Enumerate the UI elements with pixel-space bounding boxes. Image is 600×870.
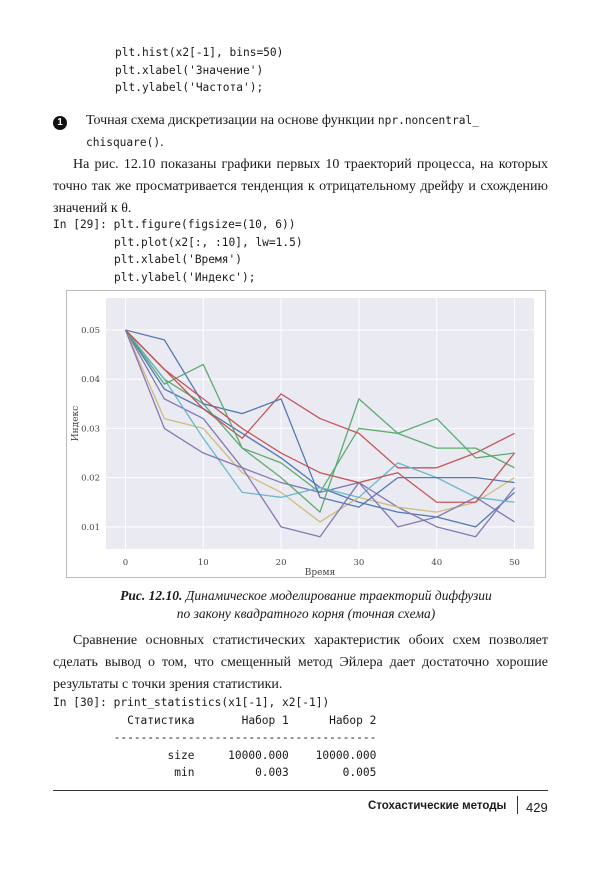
code-line: plt.plot(x2[:, :10], lw=1.5) xyxy=(114,235,303,249)
stats-table: Статистика Набор 1 Набор 2 -------------… xyxy=(53,712,377,782)
note-code: npr.noncentral_ xyxy=(377,114,479,127)
series-line-9 xyxy=(124,329,516,503)
page-number: 429 xyxy=(526,800,548,815)
figure-chart: 0 10 20 30 40 50 0.01 0.02 0.03 0.04 0.05 Время Инде… xyxy=(66,290,546,578)
note-text: . xyxy=(160,135,164,150)
code-line: print_statistics(x1[-1], x2[-1]) xyxy=(113,696,330,709)
x-tick-label: 10 xyxy=(198,558,209,568)
code-line: plt.ylabel('Индекс'); xyxy=(114,270,256,284)
note-code: chisquare() xyxy=(86,136,161,149)
note-text: Точная схема дискретизации на основе фун… xyxy=(86,113,378,128)
code-line: plt.ylabel('Частота'); xyxy=(115,81,264,94)
stats-row: min 0.003 0.005 xyxy=(53,766,377,779)
y-tick-label: 0.03 xyxy=(81,424,100,434)
code-line: plt.figure(figsize=(10, 6)) xyxy=(113,218,296,231)
stats-header: Статистика Набор 1 Набор 2 xyxy=(53,713,377,727)
stats-row: size 10000.000 10000.000 xyxy=(53,748,377,762)
y-tick-label: 0.05 xyxy=(81,326,100,336)
stats-separator: --------------------------------------- xyxy=(53,731,377,744)
footer-section: Стохастические методы xyxy=(368,800,507,812)
callout-note: Точная схема дискретизации на основе фун… xyxy=(86,110,546,154)
y-axis-label: Индекс xyxy=(71,406,81,441)
callout-number-icon: 1 xyxy=(53,116,67,130)
code-prompt: In [30]: xyxy=(53,696,107,709)
caption-text: Динамическое моделирование траекторий ди… xyxy=(182,588,492,603)
footer-rule xyxy=(53,790,548,791)
series-line-7 xyxy=(125,329,515,508)
plot-area xyxy=(106,298,534,549)
paragraph: На рис. 12.10 показаны графики первых 10… xyxy=(53,157,548,216)
x-tick-label: 50 xyxy=(509,558,520,568)
code-block-stats: In [30]: print_statistics(x1[-1], x2[-1]… xyxy=(53,694,376,782)
y-tick-label: 0.04 xyxy=(81,375,100,385)
x-axis-label: Время xyxy=(305,568,336,577)
paragraph: Сравнение основных статистических характ… xyxy=(53,633,548,692)
code-block-hist: plt.hist(x2[-1], bins=50) plt.xlabel('Зн… xyxy=(115,44,283,97)
x-tick-label: 40 xyxy=(431,558,442,568)
x-tick-label: 30 xyxy=(353,558,364,568)
series-line-4 xyxy=(124,329,516,538)
code-prompt: In [29]: xyxy=(53,218,107,231)
x-tick-label: 0 xyxy=(123,558,128,568)
series-line-5 xyxy=(124,329,515,523)
code-line: plt.hist(x2[-1], bins=50) xyxy=(115,46,284,59)
caption-text: по закону квадратного корня (точная схем… xyxy=(176,606,436,621)
series-line-10 xyxy=(124,329,515,538)
figure-caption: Рис. 12.10. Динамическое моделирование т… xyxy=(66,587,546,623)
series-line-8 xyxy=(124,329,515,513)
y-tick-label: 0.02 xyxy=(81,474,100,484)
y-tick-label: 0.01 xyxy=(81,523,100,533)
caption-label: Рис. 12.10. xyxy=(120,588,183,603)
series-line-6 xyxy=(124,329,515,503)
footer-divider xyxy=(517,796,518,814)
code-line: plt.xlabel('Значение') xyxy=(115,63,264,77)
code-block-plot: In [29]: plt.figure(figsize=(10, 6)) plt… xyxy=(53,216,303,286)
series-line-3 xyxy=(124,329,515,469)
code-line: plt.xlabel('Время') xyxy=(114,253,242,266)
x-tick-label: 20 xyxy=(276,558,287,568)
line-chart: 0 10 20 30 40 50 0.01 0.02 0.03 0.04 0.05 Время Инде… xyxy=(71,298,534,578)
